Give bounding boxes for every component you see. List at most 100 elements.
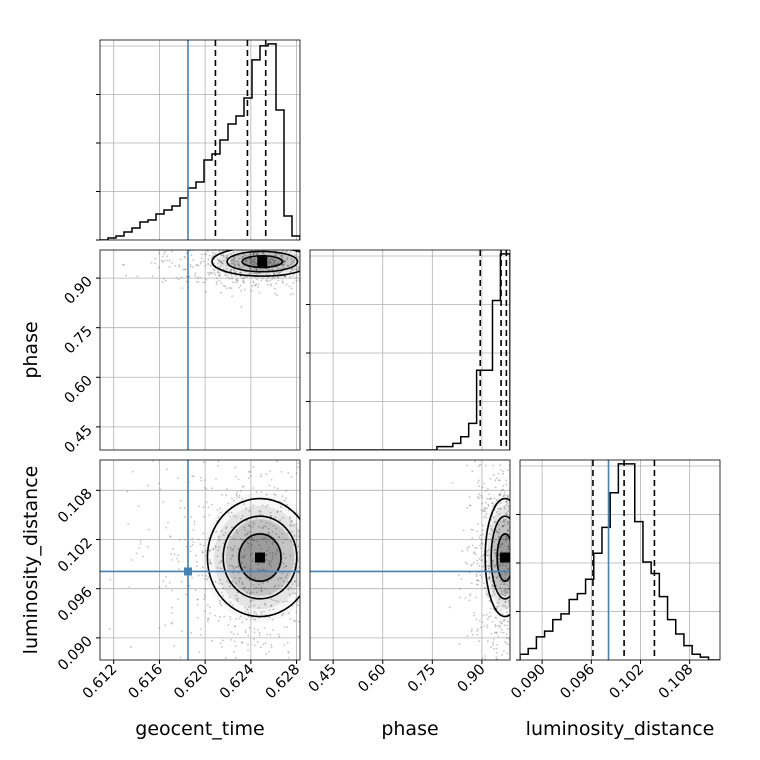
sample-point [218,562,221,564]
sample-point [495,576,498,579]
sample-point [539,571,541,573]
sample-point [498,536,500,539]
sample-point [325,258,327,260]
sample-point [514,583,516,585]
sample-point [239,247,241,249]
sample-point [205,682,207,684]
sample-point [279,271,282,274]
sample-point [539,534,541,536]
sample-point [507,545,510,548]
sample-point [245,245,247,247]
sample-point [512,547,514,549]
sample-point [311,480,313,482]
sample-point [496,477,498,480]
sample-point [229,277,231,280]
sample-point [476,579,478,582]
sample-point [320,540,322,542]
sample-point [220,261,223,264]
sample-point [305,572,307,574]
sample-point [255,253,258,256]
x-tick-label-luminosity_distance: 0.090 [508,662,549,703]
sample-point [203,593,206,596]
sample-point [526,554,528,556]
sample-point [284,275,287,278]
sample-point [487,487,489,490]
sample-point [278,248,280,250]
sample-point [524,592,526,594]
sample-point [252,253,255,255]
sample-point [499,494,501,497]
sample-point [327,506,329,508]
sample-point [535,542,537,544]
sample-point [282,281,284,284]
sample-point [345,512,347,514]
sample-point [521,574,523,576]
sample-point [191,537,194,540]
sample-point [247,605,250,608]
sample-point [220,604,223,607]
sample-point [489,437,491,439]
sample-point [308,242,310,244]
sample-point [464,561,467,564]
sample-point [500,622,503,625]
sample-point [511,491,513,493]
sample-point [245,618,248,621]
sample-point [223,615,226,618]
sample-point [353,454,355,456]
sample-point [522,536,524,538]
sample-point [498,427,500,429]
sample-point [340,610,342,612]
sample-point [222,639,224,642]
sample-point [317,517,319,519]
x-tick-label-geocent_time: 0.612 [80,662,121,703]
sample-point [296,600,299,602]
sample-point [249,593,251,595]
sample-point [474,546,476,549]
sample-point [244,610,247,613]
sample-point [501,525,504,528]
sample-point [306,253,308,255]
sample-point [245,577,248,580]
sample-point [391,233,393,235]
sample-point [487,503,490,506]
sample-point [505,591,507,593]
sample-point [283,499,286,502]
sample-point [311,535,313,537]
sample-point [131,470,134,473]
sample-point [479,574,482,577]
sample-point [485,501,487,504]
sample-point [219,602,221,605]
sample-point [492,675,494,677]
sample-point [526,539,528,541]
sample-point [278,536,280,539]
density-panel-geocent_time-luminosity_distance [100,454,355,684]
sample-point [305,252,307,254]
sample-point [272,262,275,264]
contour-line [226,250,299,273]
sample-point [208,254,211,257]
sample-point [527,518,529,520]
sample-point [229,515,231,518]
sample-point [531,548,533,550]
sample-point [317,273,319,275]
sample-point [264,587,267,590]
sample-point [481,496,484,499]
sample-point [494,548,497,551]
sample-point [514,454,516,456]
sample-point [180,580,183,583]
sample-point [524,574,526,576]
sample-point [375,237,377,239]
sample-point [284,248,286,250]
sample-point [269,258,272,261]
sample-point [481,529,484,532]
sample-point [220,264,222,267]
sample-point [492,641,495,644]
sample-point [533,541,535,543]
sample-point [201,566,204,569]
sample-point [195,247,197,249]
sample-point [487,549,490,552]
sample-point [243,566,246,569]
sample-point [196,236,198,238]
sample-point [127,522,130,525]
sample-point [536,629,538,631]
